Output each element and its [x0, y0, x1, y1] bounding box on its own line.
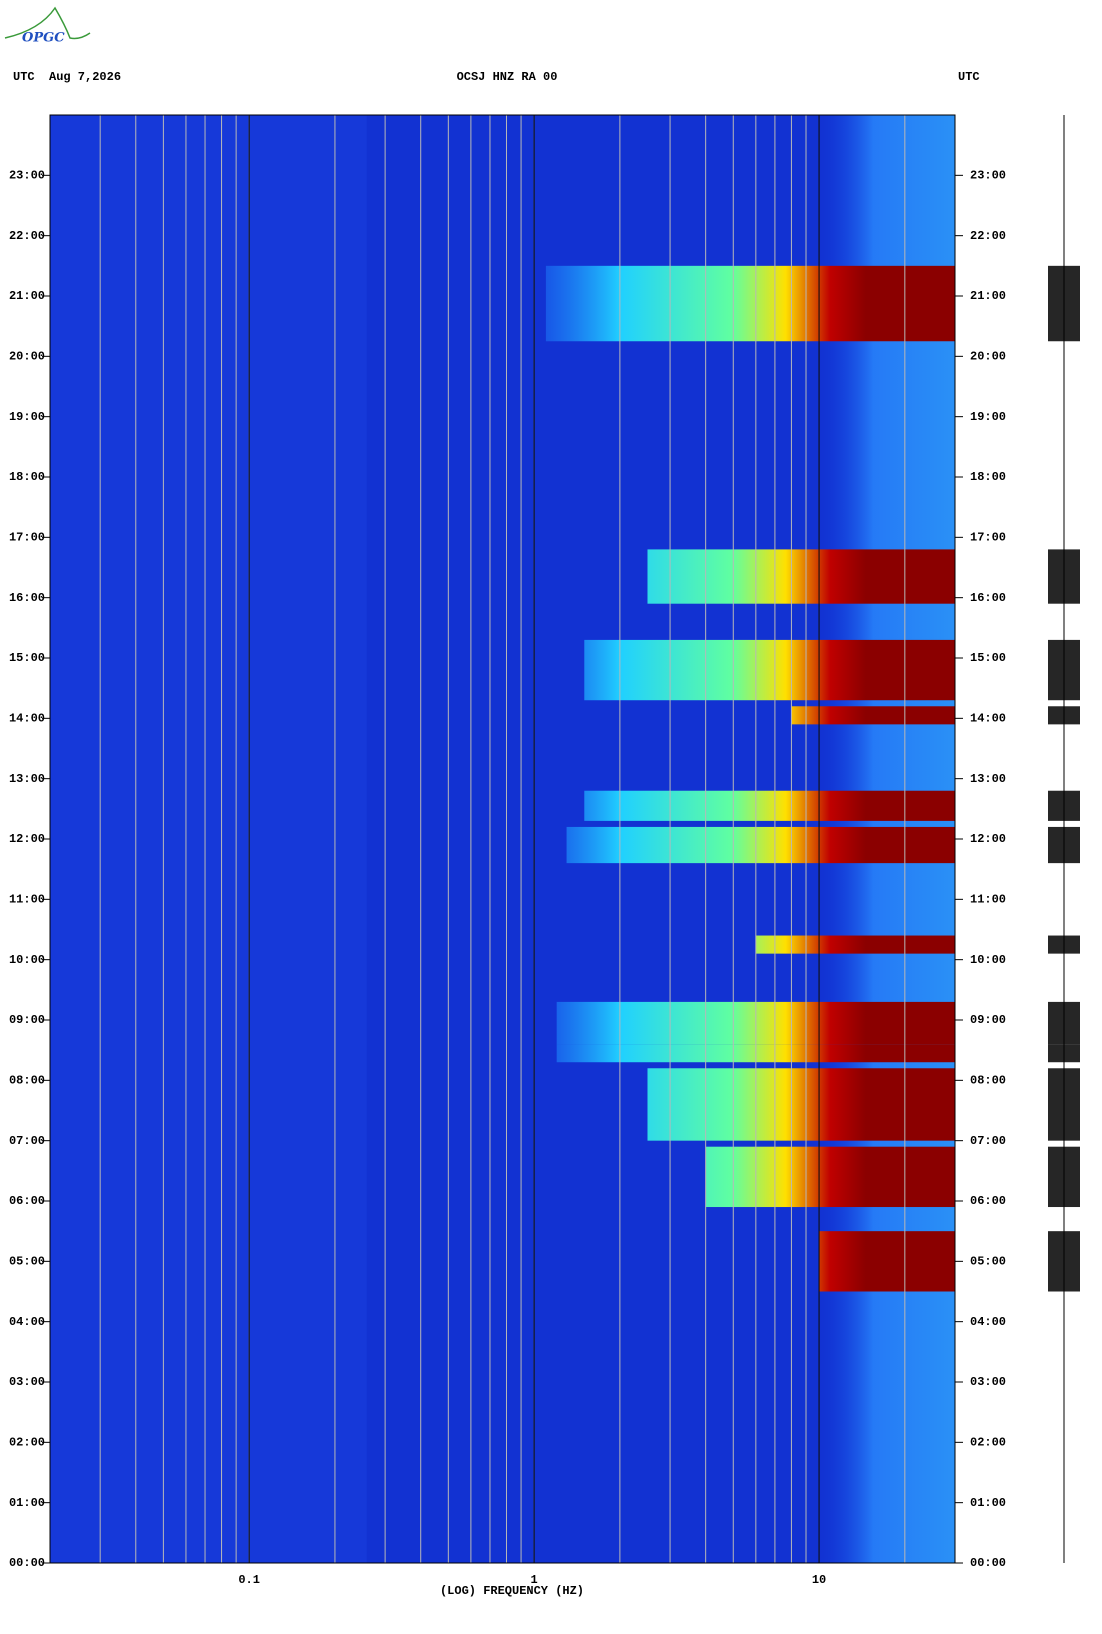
logo: OPGC [22, 31, 65, 46]
energy-band [584, 790, 955, 821]
y-tick-label-right: 15:00 [970, 651, 1006, 665]
low-frequency-noise [50, 115, 367, 1563]
right-label: UTC [958, 70, 980, 84]
y-tick-label: 00:00 [9, 1556, 45, 1570]
y-tick-label-right: 20:00 [970, 350, 1006, 364]
y-tick-label: 22:00 [9, 229, 45, 243]
y-tick-label: 19:00 [9, 410, 45, 424]
y-tick-label: 18:00 [9, 470, 45, 484]
y-tick-label: 03:00 [9, 1375, 45, 1389]
y-tick-label: 21:00 [9, 289, 45, 303]
energy-band [545, 265, 955, 342]
y-tick-label-right: 12:00 [970, 832, 1006, 846]
energy-band [791, 706, 955, 725]
y-tick-label-right: 06:00 [970, 1194, 1006, 1208]
energy-band [647, 549, 955, 604]
x-tick-label: 10 [812, 1573, 826, 1587]
y-tick-label: 01:00 [9, 1496, 45, 1510]
y-tick-label: 10:00 [9, 953, 45, 967]
energy-band [566, 826, 955, 864]
y-tick-label: 11:00 [9, 893, 45, 907]
y-tick-label: 14:00 [9, 712, 45, 726]
y-tick-label-right: 09:00 [970, 1013, 1006, 1027]
y-tick-label: 17:00 [9, 531, 45, 545]
x-axis-title: (LOG) FREQUENCY (HZ) [440, 1584, 584, 1598]
chart-title: OCSJ HNZ RA 00 [457, 70, 558, 84]
y-tick-label-right: 19:00 [970, 410, 1006, 424]
y-tick-label: 02:00 [9, 1436, 45, 1450]
y-tick-label: 13:00 [9, 772, 45, 786]
y-tick-label-right: 22:00 [970, 229, 1006, 243]
y-tick-label-right: 17:00 [970, 531, 1006, 545]
y-tick-label: 06:00 [9, 1194, 45, 1208]
y-tick-label-right: 00:00 [970, 1556, 1006, 1570]
energy-band [819, 1231, 955, 1292]
y-tick-label-right: 08:00 [970, 1074, 1006, 1088]
y-tick-label-right: 18:00 [970, 470, 1006, 484]
y-tick-label-right: 16:00 [970, 591, 1006, 605]
y-tick-label: 09:00 [9, 1013, 45, 1027]
plot-frame [49, 114, 956, 1564]
y-tick-label: 12:00 [9, 832, 45, 846]
y-tick-label-right: 04:00 [970, 1315, 1006, 1329]
y-tick-label-right: 21:00 [970, 289, 1006, 303]
y-tick-label-right: 05:00 [970, 1255, 1006, 1269]
y-tick-label-right: 10:00 [970, 953, 1006, 967]
energy-band [705, 1146, 955, 1208]
y-tick-label-right: 07:00 [970, 1134, 1006, 1148]
energy-band [647, 1068, 955, 1141]
y-tick-label: 23:00 [9, 169, 45, 183]
energy-band [755, 935, 955, 954]
left-label: UTC Aug 7,2026 [13, 70, 121, 84]
y-tick-label: 04:00 [9, 1315, 45, 1329]
y-tick-label-right: 14:00 [970, 712, 1006, 726]
energy-band [584, 639, 955, 701]
y-tick-label: 16:00 [9, 591, 45, 605]
y-tick-label: 20:00 [9, 350, 45, 364]
y-tick-label-right: 23:00 [970, 169, 1006, 183]
y-tick-label: 05:00 [9, 1255, 45, 1269]
y-tick-label-right: 01:00 [970, 1496, 1006, 1510]
y-tick-label-right: 11:00 [970, 893, 1006, 907]
y-tick-label: 08:00 [9, 1074, 45, 1088]
y-tick-label-right: 03:00 [970, 1375, 1006, 1389]
y-tick-label: 15:00 [9, 651, 45, 665]
x-tick-label: 0.1 [238, 1573, 260, 1587]
y-tick-label-right: 02:00 [970, 1436, 1006, 1450]
x-tick-label: 1 [531, 1573, 538, 1587]
y-tick-label-right: 13:00 [970, 772, 1006, 786]
y-tick-label: 07:00 [9, 1134, 45, 1148]
logo-swoosh [4, 6, 91, 40]
